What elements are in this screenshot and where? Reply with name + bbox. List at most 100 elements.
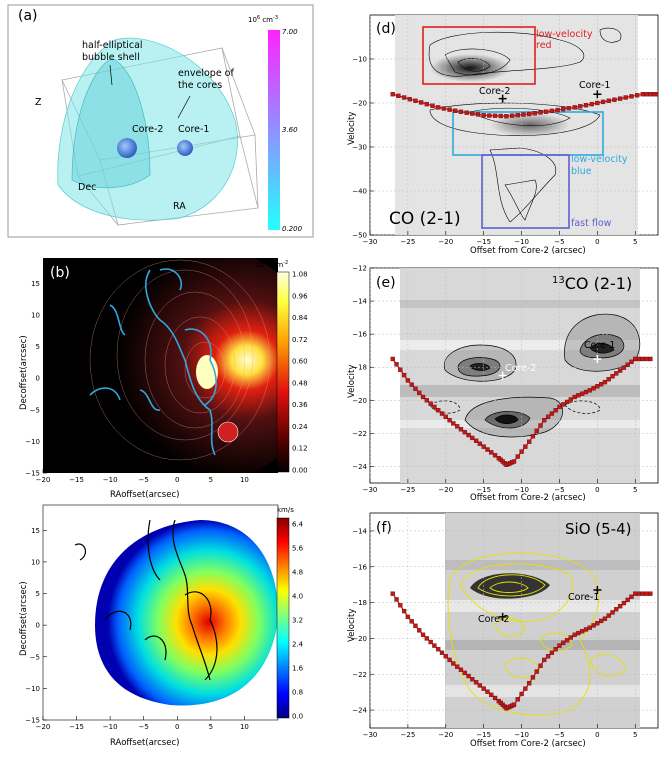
- f-model-point: [519, 691, 524, 697]
- f-model-point: [432, 643, 437, 648]
- panel-e-xlabel: Offset from Core-2 (arcsec): [470, 493, 586, 503]
- panel-c-cbar-ticks: 6.4 5.6 4.8 4.0 3.2 2.4 1.6 0.8 0.0: [292, 521, 304, 721]
- c-ytick-0: 15: [31, 527, 40, 535]
- e-model-point: [530, 434, 536, 439]
- e-model-point: [587, 388, 592, 393]
- f-model-point: [405, 614, 411, 620]
- e-model-point: [420, 394, 426, 400]
- f-model-point: [648, 591, 653, 596]
- panel-f-axes: −30 −25 −20 −15 −10 −5 0 5 −14 −16 −18 −20 −22 −24: [352, 527, 637, 739]
- f-model-point: [549, 650, 555, 655]
- cbar-b-tick-5: 0.48: [292, 379, 308, 387]
- cbar-c-tick-4: 3.2: [292, 617, 303, 625]
- panel-e-model-curve: [390, 356, 653, 467]
- f-xtick-4: −10: [514, 731, 529, 739]
- f-model-point: [515, 697, 520, 702]
- panel-a-unit: 106 cm-3: [248, 15, 278, 24]
- f-model-point: [436, 647, 441, 652]
- e-model-point: [580, 391, 585, 396]
- f-model-point: [640, 591, 645, 596]
- f-model-point: [401, 608, 407, 614]
- d-xtick-4: −10: [514, 238, 529, 246]
- f-model-point: [602, 616, 608, 621]
- panel-d-core-1: Core-1: [579, 80, 610, 91]
- panel-b-unit: 1024 cm-2: [255, 260, 288, 269]
- cbar-c-tick-6: 1.6: [292, 665, 304, 673]
- f-model-point: [576, 630, 581, 636]
- panel-a-label: (a): [18, 8, 38, 24]
- f-xtick-5: −5: [554, 731, 564, 739]
- e-model-point: [644, 356, 649, 362]
- e-model-point: [439, 411, 445, 416]
- panel-e: (e) 13CO (2-1) Core-2 Core-1 −30 −25 −20 −1…: [347, 265, 659, 503]
- e-model-point: [602, 379, 608, 385]
- panel-f-label: (f): [376, 520, 392, 536]
- f-model-point: [538, 663, 543, 668]
- f-model-point: [394, 597, 399, 602]
- e-ytick-4: −20: [352, 397, 367, 405]
- f-model-point: [557, 643, 562, 648]
- e-model-point: [405, 378, 411, 383]
- annot-env-2: the cores: [178, 80, 222, 91]
- overlay-contours: [89, 268, 217, 456]
- e-model-point: [648, 356, 653, 362]
- d-model-point: [424, 101, 429, 107]
- e-model-point: [489, 450, 494, 455]
- e-model-point: [409, 382, 414, 387]
- e-model-point: [519, 449, 524, 454]
- e-model-point: [447, 418, 452, 423]
- f-model-point: [534, 669, 539, 674]
- box-low-velocity-red: [422, 26, 536, 85]
- e-xtick-0: −30: [363, 486, 378, 494]
- d-ytick-2: −30: [352, 144, 367, 152]
- f-model-point: [572, 632, 577, 637]
- f-model-point: [523, 686, 528, 691]
- panel-b: (b) 1024 cm-2 1.08 0.96 0.84 0.72 0.60 0.48 0.…: [19, 258, 308, 500]
- c-ytick-5: −10: [25, 685, 40, 693]
- d-ytick-1: −20: [352, 100, 367, 108]
- e-model-point: [610, 374, 615, 379]
- e-model-point: [451, 421, 456, 426]
- e-model-point: [606, 377, 611, 382]
- f-model-point: [530, 675, 536, 680]
- panel-c: (c) km/s 6.4 5.6 4.8 4.0 3.2 2.4 1.6 0.8 0.0 −20…: [19, 504, 304, 748]
- f-model-point: [625, 597, 630, 603]
- panel-a: (a) half-elliptical bubble shell envelop…: [7, 4, 314, 238]
- d-model-point: [453, 108, 458, 113]
- d-xtick-1: −25: [401, 238, 416, 246]
- velocity-map: [95, 520, 278, 706]
- d-model-point: [640, 92, 645, 97]
- f-core-marker-1: [593, 586, 602, 595]
- d-model-point: [578, 104, 583, 109]
- d-model-point: [595, 100, 600, 106]
- panel-e-contours: [429, 313, 641, 438]
- e-model-point: [576, 393, 581, 398]
- d-model-point: [635, 93, 640, 98]
- e-model-point: [553, 408, 558, 413]
- panel-d-ylabel: Velocity: [347, 112, 357, 145]
- f-model-point: [492, 695, 498, 701]
- c-ytick-4: −5: [30, 653, 40, 661]
- d-model-point: [475, 112, 481, 117]
- e-model-point: [477, 441, 483, 446]
- e-model-point: [633, 356, 638, 362]
- f-model-point: [583, 627, 589, 632]
- e-model-point: [561, 402, 566, 407]
- b-ytick-5: −10: [25, 438, 40, 446]
- f-model-point: [420, 632, 426, 637]
- f-model-point: [466, 673, 471, 679]
- d-model-point: [655, 92, 658, 97]
- cbar-b-tick-2: 0.84: [292, 314, 308, 322]
- d-xtick-0: −30: [363, 238, 378, 246]
- f-model-point: [413, 623, 418, 629]
- d-model-point: [538, 110, 543, 115]
- f-model-point: [633, 591, 638, 596]
- e-model-point: [523, 444, 528, 449]
- d-core-marker-1: [593, 90, 602, 99]
- panel-e-core-markers: [498, 354, 602, 380]
- axis-dec: Dec: [78, 182, 96, 193]
- d-model-point: [419, 100, 424, 105]
- density-contours: [89, 259, 271, 461]
